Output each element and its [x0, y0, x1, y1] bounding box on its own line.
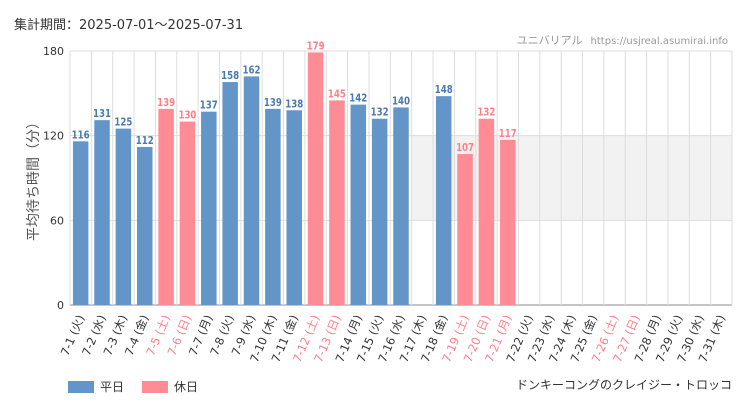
legend-label-holiday: 休日: [174, 380, 199, 394]
bar-value-label: 112: [136, 134, 154, 147]
bar-7-7: [201, 111, 217, 305]
y-tick-label: 180: [43, 45, 64, 58]
bar-value-label: 139: [264, 96, 282, 109]
brand-label: ユニバリアル https://usjreal.asumirai.info: [517, 32, 728, 48]
bar-value-label: 132: [477, 106, 495, 119]
bar-7-5: [158, 108, 174, 305]
bar-value-label: 139: [157, 96, 175, 109]
legend-item-weekday[interactable]: 平日: [68, 378, 124, 395]
bar-value-label: 138: [285, 97, 303, 110]
bar-7-15: [371, 118, 388, 305]
bar-7-4: [136, 146, 153, 305]
bar-value-label: 107: [456, 141, 474, 154]
bar-value-label: 131: [93, 107, 111, 120]
bar-value-label: 179: [307, 39, 325, 52]
bar-value-label: 132: [371, 106, 389, 119]
bar-value-label: 140: [392, 94, 410, 107]
bar-7-10: [265, 108, 281, 305]
y-axis-title: 平均待ち時間（分）: [26, 115, 42, 241]
bar-7-8: [222, 82, 238, 306]
bar-value-label: 148: [435, 83, 453, 96]
y-tick-label: 120: [43, 130, 64, 143]
y-tick-label: 0: [57, 299, 64, 312]
bar-value-label: 116: [72, 128, 90, 141]
bar-value-label: 117: [499, 127, 517, 140]
bar-7-9: [243, 76, 260, 306]
bar-7-21: [500, 139, 516, 305]
bar-value-label: 142: [349, 92, 367, 105]
brand-url[interactable]: https://usjreal.asumirai.info: [590, 36, 728, 47]
legend-swatch-weekday: [68, 380, 94, 393]
bar-value-label: 162: [243, 63, 261, 76]
bar-value-label: 137: [200, 99, 218, 112]
bar-7-14: [350, 104, 367, 305]
legend-item-holiday[interactable]: 休日: [142, 378, 198, 395]
y-tick-label: 60: [50, 214, 64, 227]
period-label: 集計期間：2025-07-01～2025-07-31: [14, 18, 244, 33]
bar-7-18: [435, 96, 452, 306]
legend-label-weekday: 平日: [100, 380, 125, 394]
brand-name: ユニバリアル: [516, 34, 583, 47]
bar-7-19: [457, 154, 473, 305]
bar-7-13: [329, 100, 345, 305]
bar-7-11: [286, 110, 302, 306]
bar-7-12: [307, 52, 324, 306]
attraction-name: ドンキーコングのクレイジー・トロッコ: [515, 378, 732, 392]
bar-7-16: [393, 107, 409, 305]
legend-swatch-holiday: [142, 380, 169, 393]
bar-value-label: 158: [221, 69, 239, 82]
bar-7-2: [94, 120, 110, 306]
bar-7-3: [115, 128, 132, 305]
bar-value-label: 125: [114, 116, 132, 129]
bar-7-20: [478, 118, 495, 305]
legend: 平日 休日: [68, 378, 198, 395]
bar-value-label: 130: [178, 109, 196, 122]
bar-7-1: [72, 141, 89, 305]
bar-value-label: 145: [328, 87, 346, 100]
bar-7-6: [179, 121, 196, 305]
